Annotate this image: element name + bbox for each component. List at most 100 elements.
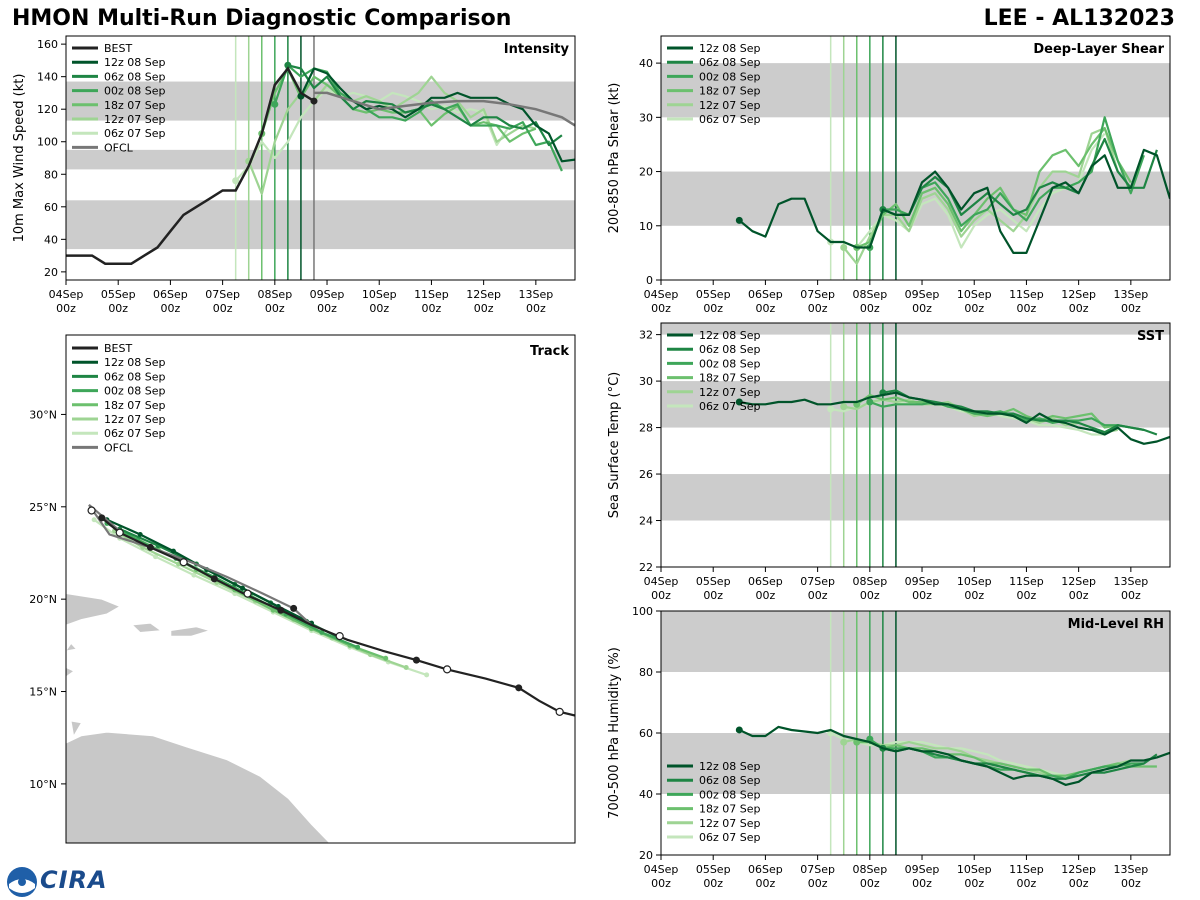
init-marker	[735, 398, 743, 406]
x-tick-hour: 00z	[265, 302, 285, 315]
x-tick-day: 07Sep	[205, 288, 240, 301]
x-tick-day: 07Sep	[800, 863, 835, 876]
lat-tick-label: 20°N	[29, 593, 57, 606]
best-point-open	[179, 558, 188, 567]
x-tick-hour: 00z	[651, 589, 671, 602]
legend-label: BEST	[104, 342, 132, 355]
legend-label: 06z 08 Sep	[104, 70, 166, 83]
y-tick-label: 40	[639, 57, 653, 70]
legend-label: 12z 08 Sep	[104, 356, 166, 369]
legend-label: 18z 07 Sep	[104, 399, 166, 412]
x-tick-day: 08Sep	[852, 863, 887, 876]
best-point-filled	[98, 514, 106, 522]
series-line	[882, 137, 1158, 216]
x-tick-hour: 00z	[860, 589, 880, 602]
series-group	[66, 61, 575, 265]
x-tick-hour: 00z	[964, 589, 984, 602]
land-polygon	[170, 626, 211, 637]
best-track	[101, 517, 575, 717]
map-group	[66, 504, 575, 843]
y-tick-label: 30	[639, 375, 653, 388]
best-point-open	[115, 528, 124, 537]
x-tick-day: 12Sep	[1061, 288, 1096, 301]
x-tick-hour: 00z	[912, 302, 932, 315]
x-tick-hour: 00z	[808, 302, 828, 315]
y-tick-label: 20	[639, 849, 653, 862]
x-tick-day: 05Sep	[696, 288, 731, 301]
y-tick-label: 10	[639, 220, 653, 233]
y-tick-label: 28	[639, 422, 653, 435]
legend-label: 00z 08 Sep	[699, 788, 761, 801]
x-tick-day: 04Sep	[644, 575, 679, 588]
series-line	[738, 725, 1170, 787]
ofcl-line	[314, 91, 575, 127]
panel-intensity: 04Sep00z05Sep00z06Sep00z07Sep00z08Sep00z…	[12, 35, 576, 315]
series-line	[830, 132, 1106, 249]
panel-frame	[65, 334, 576, 844]
x-tick-day: 13Sep	[1113, 863, 1148, 876]
init-marker	[232, 177, 240, 185]
legend-label: 12z 08 Sep	[104, 56, 166, 69]
best-point-open	[555, 707, 564, 716]
land-polygon	[66, 731, 331, 843]
category-band	[661, 323, 1170, 335]
forecast-track	[106, 522, 359, 649]
x-tick-day: 07Sep	[800, 575, 835, 588]
x-tick-hour: 00z	[56, 302, 76, 315]
init-marker	[840, 403, 848, 411]
x-tick-day: 11Sep	[1009, 863, 1044, 876]
x-tick-day: 10Sep	[362, 288, 397, 301]
x-tick-day: 08Sep	[852, 288, 887, 301]
x-tick-day: 06Sep	[748, 288, 783, 301]
x-tick-day: 09Sep	[905, 863, 940, 876]
legend-label: 18z 07 Sep	[699, 372, 761, 385]
x-tick-day: 11Sep	[1009, 575, 1044, 588]
x-tick-hour: 00z	[964, 302, 984, 315]
legend-label: 12z 08 Sep	[699, 42, 761, 55]
x-tick-hour: 00z	[1017, 877, 1037, 890]
legend-label: 12z 07 Sep	[699, 99, 761, 112]
x-tick-day: 12Sep	[1061, 863, 1096, 876]
y-tick-label: 40	[44, 233, 58, 246]
x-tick-hour: 00z	[1017, 589, 1037, 602]
legend-label: 06z 07 Sep	[699, 113, 761, 126]
y-tick-label: 60	[639, 727, 653, 740]
y-tick-label: 140	[37, 71, 58, 84]
noaa-logo-icon	[7, 867, 37, 897]
track-point	[91, 517, 97, 523]
x-tick-day: 11Sep	[1009, 288, 1044, 301]
x-tick-hour: 00z	[526, 302, 546, 315]
x-tick-hour: 00z	[422, 302, 442, 315]
best-point-open	[335, 632, 344, 641]
legend-label: 12z 08 Sep	[699, 760, 761, 773]
track-point	[319, 629, 325, 635]
x-tick-hour: 00z	[912, 877, 932, 890]
lat-tick-label: 25°N	[29, 501, 57, 514]
y-tick-label: 0	[646, 274, 653, 287]
init-marker	[735, 216, 743, 224]
y-axis-label: Sea Surface Temp (°C)	[607, 372, 622, 519]
x-tick-hour: 00z	[651, 877, 671, 890]
legend-label: 18z 07 Sep	[699, 85, 761, 98]
panel-title: Track	[530, 344, 569, 359]
y-tick-label: 30	[639, 111, 653, 124]
track-point	[191, 572, 197, 578]
x-tick-day: 12Sep	[1061, 575, 1096, 588]
series-group	[735, 116, 1170, 265]
x-tick-day: 12Sep	[466, 288, 501, 301]
legend-label: 06z 08 Sep	[104, 370, 166, 383]
ofcl-track	[88, 504, 313, 626]
category-band	[661, 63, 1170, 118]
track-point	[355, 644, 361, 650]
y-tick-label: 60	[44, 201, 58, 214]
track-point	[170, 548, 176, 554]
best-point-open	[243, 589, 252, 598]
legend-label: 00z 08 Sep	[699, 70, 761, 83]
best-point-open	[87, 506, 96, 515]
series-line	[287, 64, 563, 147]
storm-id: LEE - AL132023	[983, 6, 1175, 31]
init-marker	[840, 243, 848, 251]
best-point-filled	[515, 684, 523, 692]
legend-label: OFCL	[104, 141, 134, 154]
